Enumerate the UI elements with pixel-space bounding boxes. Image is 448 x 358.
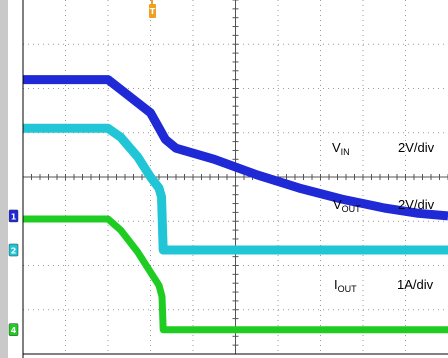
- channel-marker-box: [8, 209, 19, 223]
- trace-vin: [23, 75, 448, 221]
- channel-marker-label: 1: [11, 212, 17, 221]
- grid: [22, 0, 448, 355]
- trigger-marker-label: T: [150, 7, 156, 16]
- channel-marker-4: 4: [8, 323, 19, 336]
- trace-label-iout: IOUT: [334, 277, 357, 294]
- channel-marker-label: 2: [11, 247, 17, 256]
- channel-marker-label: 4: [11, 326, 17, 335]
- channel-marker-1: 1: [8, 209, 19, 223]
- channel-marker-box: [8, 243, 19, 257]
- trace-label-vout: VOUT: [333, 197, 361, 214]
- trace-vout: [23, 123, 448, 255]
- trigger-marker: T: [149, 0, 156, 18]
- channel-marker-2: 2: [8, 243, 19, 257]
- trace-scale-iout: 1A/div: [397, 277, 434, 292]
- trace-label-vin: VIN: [332, 140, 350, 157]
- left-margin-bar: [0, 0, 8, 358]
- traces: [23, 75, 448, 334]
- trace-iout: [23, 215, 448, 334]
- trace-scale-vout: 2V/div: [398, 197, 435, 212]
- trace-scale-vin: 2V/div: [398, 140, 435, 155]
- channel-marker-box: [8, 323, 19, 336]
- trace-labels: VIN 2V/div VOUT 2V/div IOUT 1A/div: [332, 140, 435, 294]
- channel-markers: 1 2 4: [8, 209, 19, 336]
